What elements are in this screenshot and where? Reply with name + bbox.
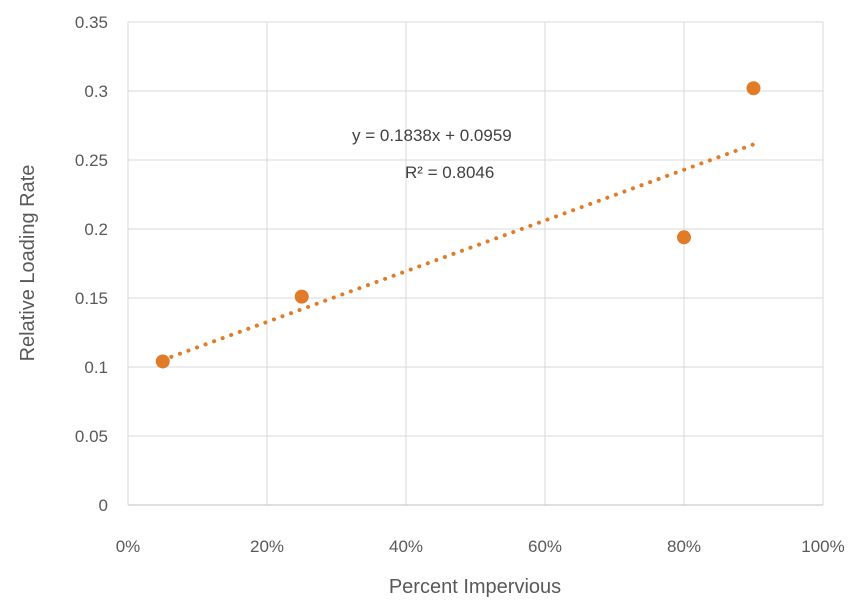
axes <box>127 22 823 506</box>
x-axis-title: Percent Impervious <box>389 576 561 598</box>
y-tick-label: 0.3 <box>84 82 108 101</box>
data-point <box>294 289 309 304</box>
y-tick-label: 0.05 <box>75 427 108 446</box>
gridlines <box>128 21 824 505</box>
x-tick-label: 60% <box>528 537 562 556</box>
y-tick-label: 0.25 <box>75 151 108 170</box>
data-point <box>677 230 691 245</box>
data-point <box>746 81 761 96</box>
x-tick-label: 100% <box>801 537 844 556</box>
y-axis-title: Relative Loading Rate <box>17 165 39 362</box>
x-tick-label: 0% <box>116 537 141 556</box>
y-tick-label: 0.1 <box>84 358 108 377</box>
trendline-equation: y = 0.1838x + 0.0959 <box>352 126 512 145</box>
data-point <box>155 354 170 369</box>
y-tick-label: 0 <box>99 496 108 515</box>
y-tick-label: 0.15 <box>75 289 108 308</box>
y-axis-tick-labels: 0 0.05 0.1 0.15 0.2 0.25 0.3 0.35 <box>75 13 108 515</box>
r-squared-label: R² = 0.8046 <box>405 163 494 182</box>
x-tick-label: 20% <box>250 537 284 556</box>
data-points <box>155 81 761 369</box>
x-tick-label: 40% <box>389 537 423 556</box>
x-axis-tick-labels: 0% 20% 40% 60% 80% 100% <box>116 537 845 556</box>
y-tick-label: 0.2 <box>84 220 108 239</box>
y-tick-label: 0.35 <box>75 13 108 32</box>
x-tick-label: 80% <box>667 537 701 556</box>
